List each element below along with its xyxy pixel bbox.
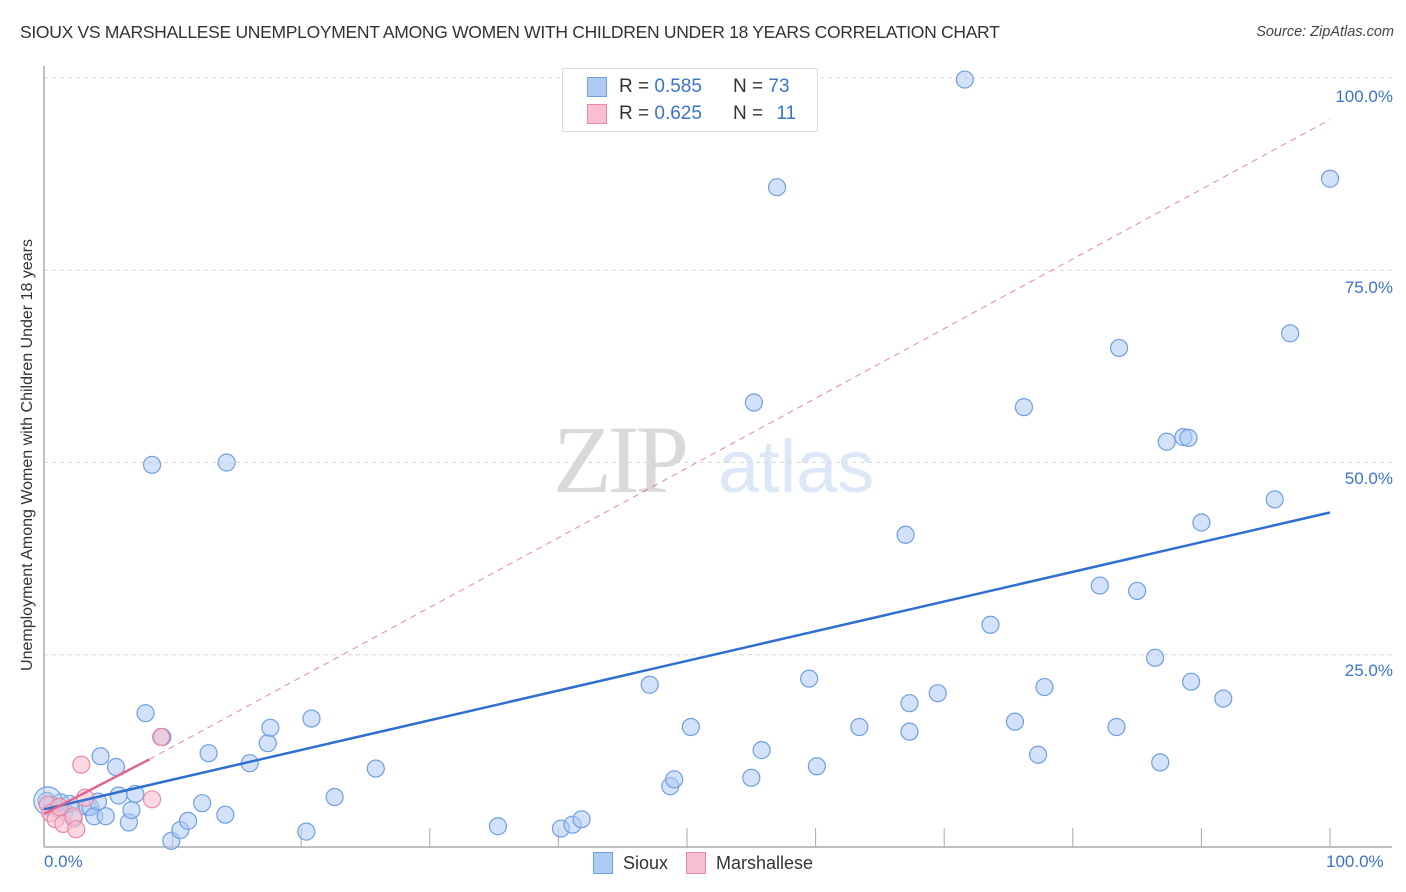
watermark: ZIP atlas: [553, 406, 874, 513]
legend-row-sioux: R = 0.585 N = 73: [587, 76, 790, 98]
sioux-swatch: [587, 77, 607, 97]
marshallese-trend-line: [43, 758, 151, 816]
sioux-point: [1005, 712, 1025, 731]
marshallese-point: [142, 790, 162, 809]
marshallese-point: [151, 727, 171, 747]
sioux-point: [216, 805, 235, 824]
y-tick-25: 25.0%: [1344, 661, 1393, 680]
sioux-point: [665, 770, 684, 789]
sioux-point: [91, 747, 110, 766]
sioux-point: [96, 807, 115, 826]
correlation-legend: R = 0.585 N = 73 R = 0.625 N = 11: [562, 68, 818, 132]
sioux-point: [767, 178, 787, 197]
sioux-point: [955, 70, 974, 89]
sioux-point: [1127, 581, 1147, 601]
legend-item-sioux: Sioux: [593, 852, 668, 874]
r-value: 0.585: [654, 76, 702, 97]
sioux-swatch: [593, 852, 613, 874]
sioux-point: [572, 810, 591, 829]
sioux-point: [1035, 677, 1054, 697]
svg-text:ZIP: ZIP: [553, 406, 686, 513]
sioux-point: [142, 455, 162, 474]
chart-title: SIOUX VS MARSHALLESE UNEMPLOYMENT AMONG …: [20, 22, 1000, 42]
trend-lines: [149, 119, 1331, 760]
sioux-point: [900, 694, 919, 713]
r-label: R =: [619, 76, 655, 97]
sioux-point: [302, 709, 321, 728]
sioux-point: [178, 811, 198, 830]
sioux-point: [1320, 169, 1340, 188]
sioux-point: [1090, 576, 1109, 595]
svg-text:atlas: atlas: [718, 425, 874, 508]
sioux-point: [681, 717, 700, 737]
sioux-point: [800, 669, 819, 688]
legend-item-marshallese: Marshallese: [686, 852, 813, 874]
gridlines: [44, 77, 1392, 656]
sioux-point: [850, 717, 869, 737]
sioux-point: [896, 525, 915, 544]
sioux-point: [258, 734, 277, 753]
sioux-point: [1182, 672, 1201, 691]
sioux-point: [1151, 753, 1170, 772]
marshallese-swatch: [686, 852, 707, 874]
sioux-point: [366, 759, 385, 778]
sioux-point: [1109, 338, 1129, 358]
sioux-trend-line: [43, 511, 1331, 811]
n-label: N =: [733, 76, 769, 97]
legend-row-marshallese: R = 0.625 N = 11: [587, 103, 796, 125]
sioux-point: [1157, 432, 1176, 451]
x-axis-min-label: 0.0%: [44, 852, 83, 871]
marshallese-point: [72, 755, 91, 774]
r-value: 0.625: [654, 103, 702, 124]
sioux-point: [122, 800, 141, 820]
sioux-point: [1107, 717, 1126, 737]
sioux-point: [261, 718, 280, 737]
sioux-point: [136, 704, 155, 723]
r-label: R =: [619, 103, 655, 124]
legend-label-sioux: Sioux: [623, 852, 669, 873]
sioux-point: [193, 794, 212, 813]
x-axis-max-label: 100.0%: [1326, 852, 1384, 871]
sioux-point: [1179, 428, 1198, 447]
y-tick-100: 100.0%: [1335, 87, 1393, 106]
sioux-point: [744, 393, 763, 412]
sioux-point: [1028, 745, 1048, 764]
sioux-point: [325, 787, 344, 807]
sioux-points: [33, 70, 1340, 850]
sioux-point: [1146, 648, 1165, 667]
n-value: 11: [776, 103, 797, 124]
source-label: Source: ZipAtlas.com: [1256, 24, 1394, 40]
sioux-point: [1192, 513, 1211, 532]
sioux-point: [640, 675, 659, 694]
sioux-point: [752, 741, 771, 760]
n-label: N =: [733, 103, 769, 124]
sioux-point: [297, 822, 316, 841]
n-value: 73: [768, 76, 790, 97]
sioux-point: [199, 744, 218, 763]
marshallese-swatch: [587, 104, 607, 124]
legend-label-marshallese: Marshallese: [716, 852, 814, 873]
marshallese-point: [67, 820, 86, 839]
marshallese-trend-extension: [149, 119, 1331, 760]
sioux-point: [217, 453, 236, 472]
series-legend: Sioux Marshallese: [593, 852, 831, 874]
sioux-point: [981, 615, 1000, 634]
sioux-point: [1214, 689, 1233, 708]
sioux-point: [742, 768, 761, 787]
y-tick-75: 75.0%: [1344, 278, 1393, 297]
y-tick-50: 50.0%: [1344, 469, 1393, 488]
sioux-point: [488, 817, 508, 836]
sioux-point: [1265, 490, 1284, 509]
sioux-point: [900, 722, 919, 741]
sioux-point: [1014, 398, 1034, 417]
sioux-point: [807, 757, 826, 776]
sioux-point: [928, 684, 947, 703]
sioux-point: [1281, 324, 1300, 343]
